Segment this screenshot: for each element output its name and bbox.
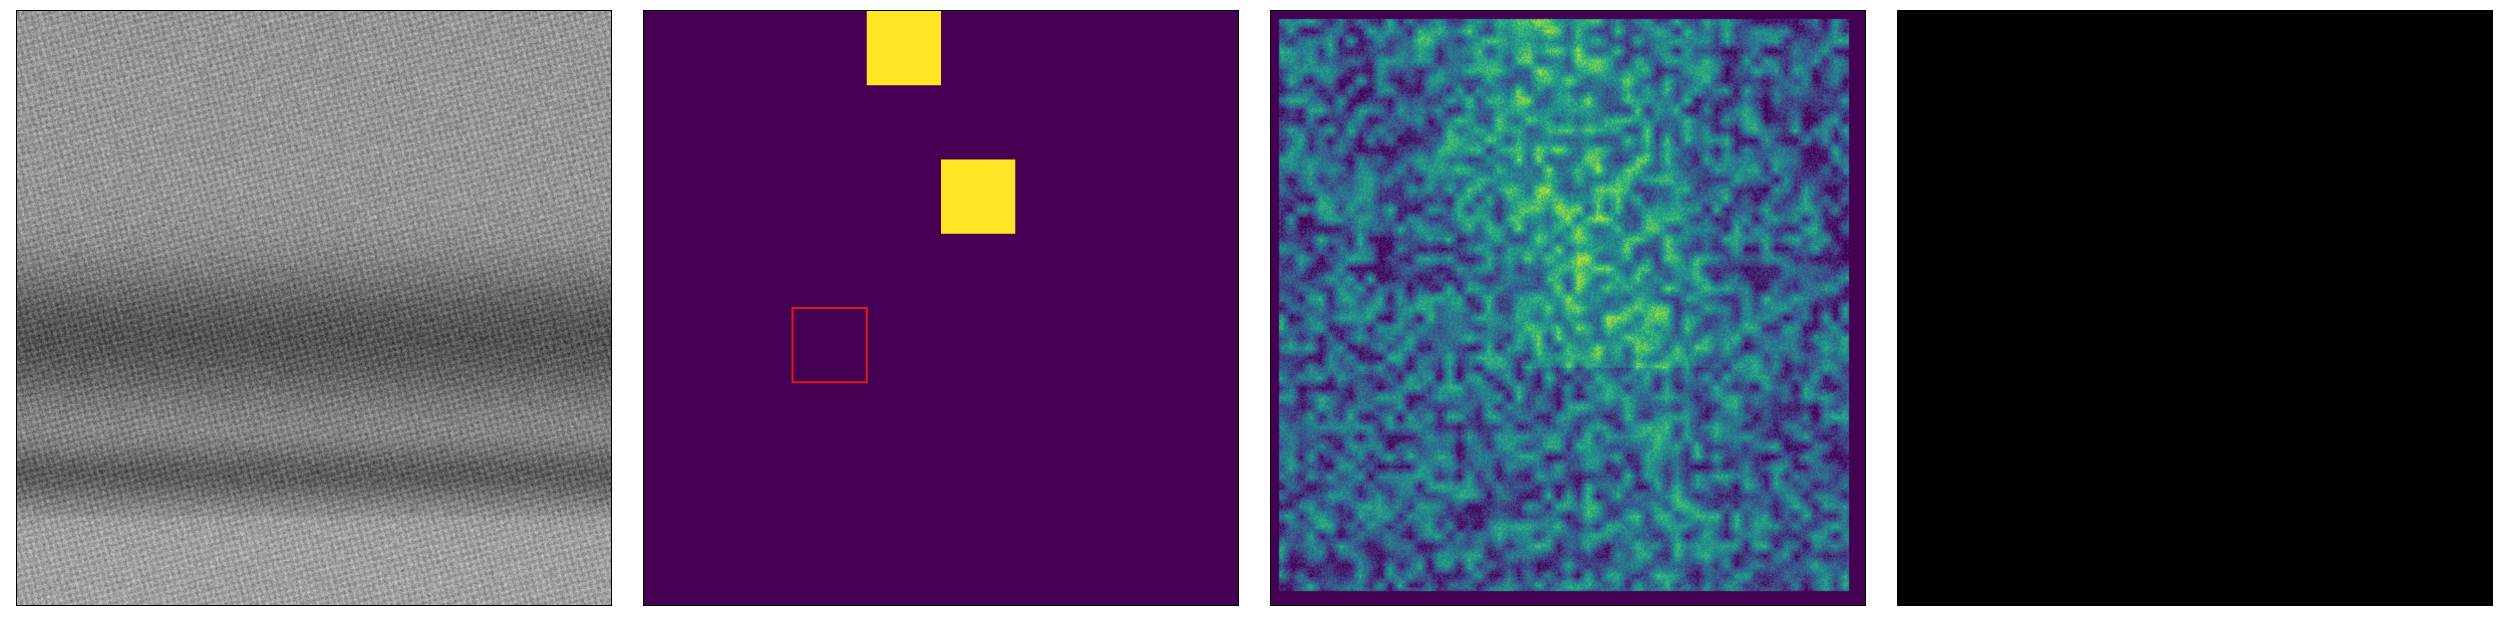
highlighted-cell [866,11,941,86]
heatmap-panel [1270,10,1866,606]
heatmap-image [1271,11,1865,605]
blank-panel [1897,10,2493,606]
mask-panel [643,10,1239,606]
highlighted-cell [941,159,1016,234]
mask-highlighted-cells [866,11,1016,234]
mask-image [644,11,1238,605]
micrograph-panel [16,10,612,606]
mask-background [644,11,1238,605]
micrograph-image [17,11,611,605]
blank-black-image [1898,11,2492,605]
selection-outline-box [791,307,868,384]
